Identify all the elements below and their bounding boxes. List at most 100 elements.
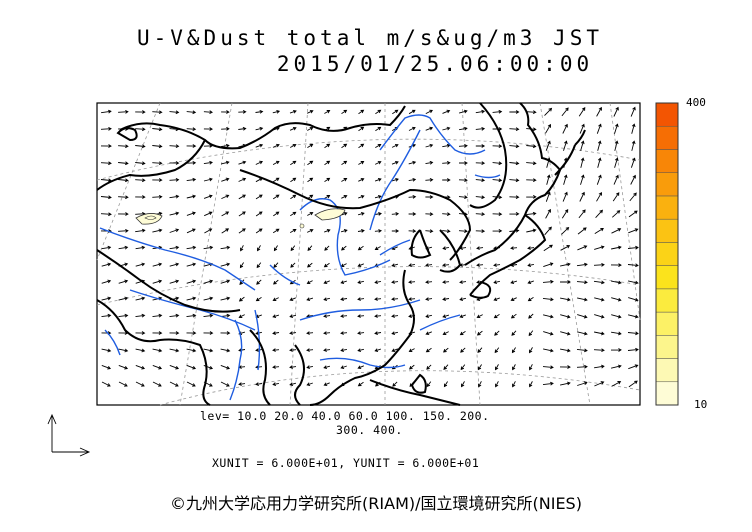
- wind-arrow: [492, 161, 503, 166]
- wind-arrow: [118, 161, 129, 166]
- wind-arrow: [527, 263, 534, 268]
- wind-arrow: [118, 144, 129, 149]
- wind-arrow: [576, 364, 588, 369]
- wind-arrow: [594, 314, 605, 319]
- wind-arrow: [460, 364, 466, 371]
- wind-arrow: [203, 194, 213, 199]
- wind-arrow: [391, 314, 399, 318]
- wind-arrow: [186, 262, 197, 267]
- wind-arrow: [221, 160, 230, 165]
- wind-arrow: [238, 382, 246, 386]
- wind-arrow: [593, 348, 605, 353]
- wind-arrow: [576, 331, 588, 336]
- wind-arrow: [169, 364, 180, 370]
- wind-arrow: [611, 297, 622, 302]
- wind-arrow: [272, 194, 280, 200]
- wind-arrow: [135, 245, 146, 250]
- wind-arrow: [408, 126, 416, 131]
- colorbar-swatch: [655, 358, 679, 383]
- wind-arrow: [306, 331, 314, 335]
- wind-arrow: [494, 330, 500, 336]
- wind-arrow: [425, 212, 434, 216]
- wind-arrow: [289, 348, 297, 352]
- wind-arrow: [544, 226, 552, 236]
- wind-arrow: [512, 381, 516, 388]
- wind-arrow: [135, 195, 146, 199]
- wind-arrow: [307, 143, 314, 148]
- coastlines: [96, 102, 586, 406]
- wind-arrow: [542, 297, 554, 302]
- colorbar-swatch: [655, 265, 679, 290]
- wind-arrow: [324, 245, 330, 251]
- wind-arrow: [203, 245, 214, 250]
- wind-arrow: [100, 212, 112, 217]
- wind-arrow: [408, 109, 416, 115]
- wind-arrow: [374, 331, 382, 336]
- dust-contours: [135, 208, 346, 229]
- wind-arrow: [408, 194, 417, 199]
- wind-arrow: [510, 280, 518, 285]
- wind-arrow: [100, 161, 112, 166]
- wind-arrow: [509, 161, 520, 166]
- wind-arrow: [458, 109, 468, 114]
- wind-arrow: [186, 211, 196, 216]
- wind-arrow: [475, 144, 486, 148]
- wind-arrow: [627, 347, 639, 352]
- wind-arrow: [597, 140, 602, 151]
- wind-arrow: [458, 229, 468, 234]
- wind-arrow: [442, 126, 451, 131]
- wind-arrow: [628, 280, 639, 285]
- wind-arrow: [255, 143, 264, 148]
- wind-arrow: [492, 144, 503, 148]
- wind-arrow: [203, 348, 214, 353]
- wind-arrow: [560, 331, 571, 336]
- colorbar-swatch: [655, 242, 679, 266]
- wind-arrow: [357, 263, 364, 268]
- colorbar-swatch: [655, 172, 679, 197]
- wind-arrow: [562, 123, 568, 134]
- wind-arrow: [613, 106, 619, 117]
- wind-arrow: [545, 140, 551, 151]
- wind-arrow: [289, 126, 297, 131]
- wind-arrow: [290, 177, 297, 183]
- wind-arrow: [509, 195, 520, 199]
- wind-arrow: [526, 144, 537, 149]
- wind-arrow: [101, 262, 112, 267]
- wind-arrow: [186, 194, 197, 199]
- wind-arrow: [628, 297, 639, 302]
- colorbar-swatch: [655, 218, 679, 243]
- wind-arrow: [612, 210, 621, 218]
- wind-arrow: [357, 280, 365, 285]
- wind-arrow: [307, 177, 314, 183]
- wind-arrow: [527, 246, 535, 250]
- wind-arrow: [391, 211, 400, 216]
- wind-arrow: [374, 348, 381, 353]
- colorbar-min-label: 10: [694, 398, 708, 411]
- wind-arrow: [614, 157, 619, 168]
- wind-arrow: [340, 314, 348, 318]
- wind-arrow: [220, 245, 231, 250]
- wind-arrow: [238, 110, 247, 114]
- wind-arrow: [560, 280, 571, 284]
- wind-arrow: [152, 381, 162, 387]
- rivers: [99, 114, 501, 401]
- wind-arrow: [442, 314, 450, 319]
- wind-arrow: [357, 348, 365, 353]
- wind-arrow: [238, 177, 247, 182]
- wind-arrow: [135, 110, 146, 114]
- wind-arrow: [561, 107, 569, 117]
- wind-arrow: [357, 297, 365, 301]
- wind-arrow: [186, 313, 197, 318]
- wind-arrow: [443, 381, 448, 388]
- wind-arrow: [307, 160, 314, 166]
- wind-arrow: [442, 160, 451, 165]
- wind-arrow: [529, 381, 533, 388]
- wind-arrow: [289, 331, 297, 335]
- wind-arrow: [475, 178, 486, 183]
- wind-arrow: [493, 263, 501, 267]
- wind-arrow: [324, 195, 331, 199]
- wind-arrow: [324, 177, 331, 182]
- wind-arrow: [186, 144, 197, 148]
- wind-arrow: [256, 262, 262, 269]
- wind-arrow: [238, 194, 246, 200]
